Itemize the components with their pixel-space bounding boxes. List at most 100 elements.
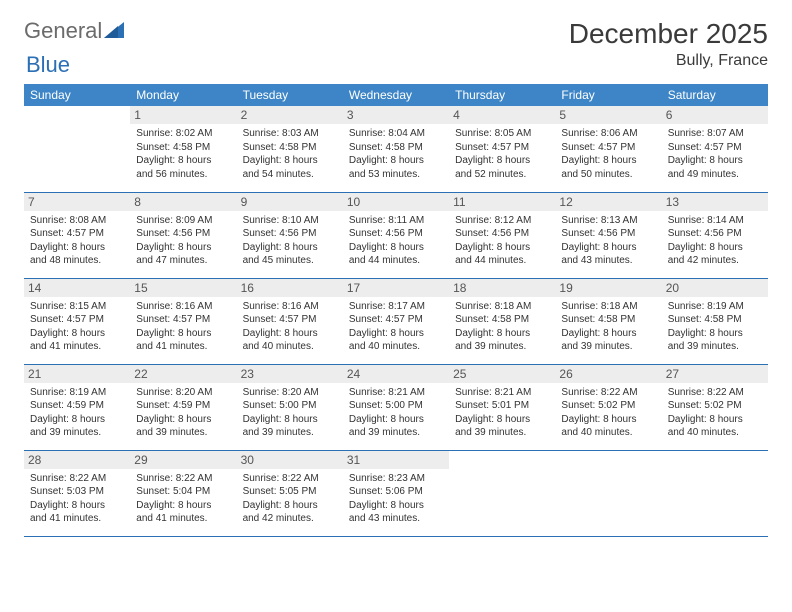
day-number: 3 (343, 106, 449, 124)
day-number: 20 (662, 279, 768, 297)
day-details: Sunrise: 8:16 AMSunset: 4:57 PMDaylight:… (243, 300, 337, 354)
day-number: 8 (130, 193, 236, 211)
weekday-monday: Monday (130, 84, 236, 106)
day-details: Sunrise: 8:22 AMSunset: 5:05 PMDaylight:… (243, 472, 337, 526)
day-details: Sunrise: 8:19 AMSunset: 4:58 PMDaylight:… (668, 300, 762, 354)
day-details: Sunrise: 8:17 AMSunset: 4:57 PMDaylight:… (349, 300, 443, 354)
day-number: 6 (662, 106, 768, 124)
day-cell-1: 1 Sunrise: 8:02 AMSunset: 4:58 PMDaylight… (130, 106, 236, 192)
weekday-sunday: Sunday (24, 84, 130, 106)
day-cell-13: 13 Sunrise: 8:14 AMSunset: 4:56 PMDayligh… (662, 192, 768, 278)
day-cell-14: 14Sunrise: 8:15 AMSunset: 4:57 PMDayligh… (24, 278, 130, 364)
day-number: 4 (449, 106, 555, 124)
day-cell-6: 6 Sunrise: 8:07 AMSunset: 4:57 PMDaylight… (662, 106, 768, 192)
day-cell-15: 15 Sunrise: 8:16 AMSunset: 4:57 PMDayligh… (130, 278, 236, 364)
day-number: 1 (130, 106, 236, 124)
day-details: Sunrise: 8:10 AMSunset: 4:56 PMDaylight:… (243, 214, 337, 268)
logo-triangle-icon (104, 18, 124, 44)
day-cell-25: 25Sunrise: 8:21 AMSunset: 5:01 PMDayligh… (449, 364, 555, 450)
day-number: 10 (343, 193, 449, 211)
day-details: Sunrise: 8:22 AMSunset: 5:02 PMDaylight:… (561, 386, 655, 440)
day-number: 28 (24, 451, 130, 469)
weekday-tuesday: Tuesday (237, 84, 343, 106)
day-details: Sunrise: 8:22 AMSunset: 5:03 PMDaylight:… (30, 472, 124, 526)
day-number: 5 (555, 106, 661, 124)
day-cell-12: 12 Sunrise: 8:13 AMSunset: 4:56 PMDayligh… (555, 192, 661, 278)
calendar-table: SundayMondayTuesdayWednesdayThursdayFrid… (24, 84, 768, 537)
day-details: Sunrise: 8:18 AMSunset: 4:58 PMDaylight:… (561, 300, 655, 354)
empty-cell (24, 106, 130, 192)
day-number: 9 (237, 193, 343, 211)
day-number: 17 (343, 279, 449, 297)
day-cell-9: 9 Sunrise: 8:10 AMSunset: 4:56 PMDaylight… (237, 192, 343, 278)
logo: General (24, 18, 126, 44)
day-number: 30 (237, 451, 343, 469)
day-number: 21 (24, 365, 130, 383)
logo-text-blue: Blue (26, 52, 70, 78)
day-cell-17: 17 Sunrise: 8:17 AMSunset: 4:57 PMDayligh… (343, 278, 449, 364)
weekday-wednesday: Wednesday (343, 84, 449, 106)
empty-cell (449, 450, 555, 536)
weekday-saturday: Saturday (662, 84, 768, 106)
day-details: Sunrise: 8:03 AMSunset: 4:58 PMDaylight:… (243, 127, 337, 181)
day-details: Sunrise: 8:20 AMSunset: 5:00 PMDaylight:… (243, 386, 337, 440)
day-cell-22: 22Sunrise: 8:20 AMSunset: 4:59 PMDayligh… (130, 364, 236, 450)
day-number: 23 (237, 365, 343, 383)
day-details: Sunrise: 8:15 AMSunset: 4:57 PMDaylight:… (30, 300, 124, 354)
day-cell-2: 2 Sunrise: 8:03 AMSunset: 4:58 PMDaylight… (237, 106, 343, 192)
day-details: Sunrise: 8:19 AMSunset: 4:59 PMDaylight:… (30, 386, 124, 440)
day-number: 13 (662, 193, 768, 211)
day-cell-28: 28 Sunrise: 8:22 AMSunset: 5:03 PMDayligh… (24, 450, 130, 536)
day-details: Sunrise: 8:18 AMSunset: 4:58 PMDaylight:… (455, 300, 549, 354)
day-cell-30: 30 Sunrise: 8:22 AMSunset: 5:05 PMDayligh… (237, 450, 343, 536)
weekday-row: SundayMondayTuesdayWednesdayThursdayFrid… (24, 84, 768, 106)
day-cell-31: 31 Sunrise: 8:23 AMSunset: 5:06 PMDayligh… (343, 450, 449, 536)
weekday-friday: Friday (555, 84, 661, 106)
day-details: Sunrise: 8:14 AMSunset: 4:56 PMDaylight:… (668, 214, 762, 268)
logo-text-general: General (24, 18, 102, 44)
day-cell-23: 23 Sunrise: 8:20 AMSunset: 5:00 PMDayligh… (237, 364, 343, 450)
day-number: 24 (343, 365, 449, 383)
day-cell-16: 16 Sunrise: 8:16 AMSunset: 4:57 PMDayligh… (237, 278, 343, 364)
day-details: Sunrise: 8:13 AMSunset: 4:56 PMDaylight:… (561, 214, 655, 268)
calendar-page: General December 2025 Bully, France Blue… (0, 0, 792, 555)
day-number: 12 (555, 193, 661, 211)
page-title: December 2025 (569, 18, 768, 50)
day-number: 26 (555, 365, 661, 383)
day-details: Sunrise: 8:22 AMSunset: 5:04 PMDaylight:… (136, 472, 230, 526)
day-details: Sunrise: 8:06 AMSunset: 4:57 PMDaylight:… (561, 127, 655, 181)
calendar-row: 14Sunrise: 8:15 AMSunset: 4:57 PMDayligh… (24, 278, 768, 364)
day-number: 2 (237, 106, 343, 124)
day-number: 18 (449, 279, 555, 297)
calendar-row: 28 Sunrise: 8:22 AMSunset: 5:03 PMDayligh… (24, 450, 768, 536)
day-details: Sunrise: 8:07 AMSunset: 4:57 PMDaylight:… (668, 127, 762, 181)
day-cell-20: 20 Sunrise: 8:19 AMSunset: 4:58 PMDayligh… (662, 278, 768, 364)
day-number: 19 (555, 279, 661, 297)
day-details: Sunrise: 8:02 AMSunset: 4:58 PMDaylight:… (136, 127, 230, 181)
calendar-row: 21 Sunrise: 8:19 AMSunset: 4:59 PMDayligh… (24, 364, 768, 450)
day-number: 16 (237, 279, 343, 297)
title-block: December 2025 Bully, France (569, 18, 768, 70)
day-details: Sunrise: 8:16 AMSunset: 4:57 PMDaylight:… (136, 300, 230, 354)
day-number: 15 (130, 279, 236, 297)
day-details: Sunrise: 8:21 AMSunset: 5:00 PMDaylight:… (349, 386, 443, 440)
day-details: Sunrise: 8:20 AMSunset: 4:59 PMDaylight:… (136, 386, 230, 440)
weekday-thursday: Thursday (449, 84, 555, 106)
day-cell-19: 19 Sunrise: 8:18 AMSunset: 4:58 PMDayligh… (555, 278, 661, 364)
day-cell-18: 18 Sunrise: 8:18 AMSunset: 4:58 PMDayligh… (449, 278, 555, 364)
calendar-head: SundayMondayTuesdayWednesdayThursdayFrid… (24, 84, 768, 106)
day-number: 31 (343, 451, 449, 469)
day-details: Sunrise: 8:12 AMSunset: 4:56 PMDaylight:… (455, 214, 549, 268)
empty-cell (662, 450, 768, 536)
day-cell-8: 8Sunrise: 8:09 AMSunset: 4:56 PMDaylight… (130, 192, 236, 278)
day-details: Sunrise: 8:22 AMSunset: 5:02 PMDaylight:… (668, 386, 762, 440)
day-number: 29 (130, 451, 236, 469)
day-cell-26: 26 Sunrise: 8:22 AMSunset: 5:02 PMDayligh… (555, 364, 661, 450)
day-details: Sunrise: 8:23 AMSunset: 5:06 PMDaylight:… (349, 472, 443, 526)
day-cell-3: 3Sunrise: 8:04 AMSunset: 4:58 PMDaylight… (343, 106, 449, 192)
day-number: 11 (449, 193, 555, 211)
day-details: Sunrise: 8:11 AMSunset: 4:56 PMDaylight:… (349, 214, 443, 268)
day-details: Sunrise: 8:05 AMSunset: 4:57 PMDaylight:… (455, 127, 549, 181)
day-cell-24: 24 Sunrise: 8:21 AMSunset: 5:00 PMDayligh… (343, 364, 449, 450)
calendar-row: 7Sunrise: 8:08 AMSunset: 4:57 PMDaylight… (24, 192, 768, 278)
